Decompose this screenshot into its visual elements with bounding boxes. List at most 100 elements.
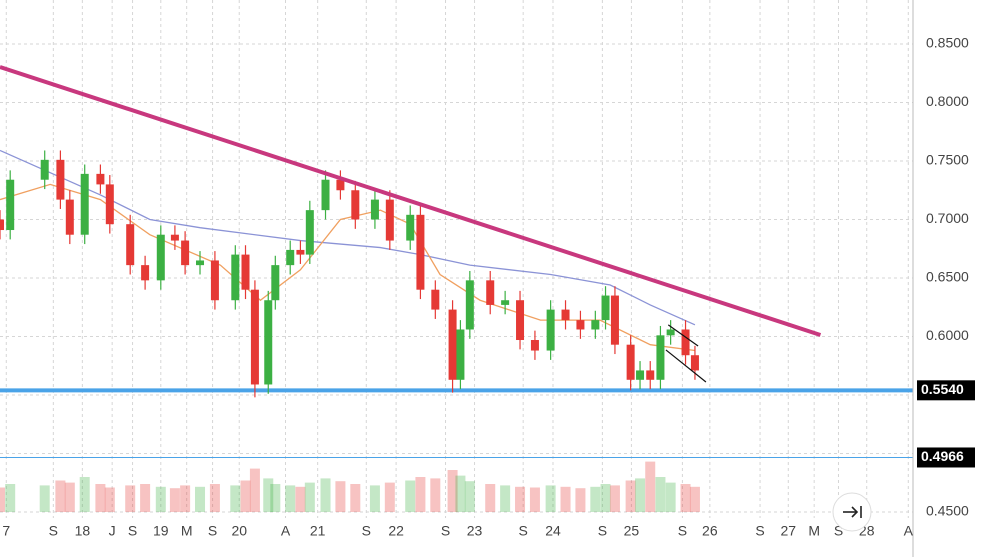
candle-body — [591, 320, 600, 330]
x-tick-label: S — [128, 523, 137, 539]
candle-body — [210, 260, 219, 301]
y-tick-label: 0.6000 — [926, 327, 969, 343]
volume-bar — [350, 484, 361, 512]
price-badge — [917, 380, 975, 401]
y-tick-label: 0.7500 — [926, 152, 969, 168]
volume-bar — [64, 482, 75, 512]
candle-body — [370, 199, 379, 220]
x-tick-label: 27 — [780, 523, 796, 539]
candle-body — [264, 300, 273, 385]
volume-bar — [0, 487, 5, 512]
x-tick-label: M — [808, 523, 820, 539]
candle-body — [465, 280, 474, 330]
candle-body — [666, 329, 675, 336]
volume-bar — [515, 486, 526, 512]
volume-bar — [270, 484, 281, 512]
candle-body — [286, 249, 295, 266]
y-tick-label: 0.8000 — [926, 93, 969, 109]
volume-bar — [5, 484, 16, 512]
volume-bar — [455, 475, 466, 512]
trend-line — [667, 324, 699, 347]
candle-body — [156, 234, 165, 281]
candle-body — [546, 309, 555, 351]
candle-body — [516, 300, 525, 341]
volume-bar — [249, 468, 260, 512]
volume-bar — [575, 488, 586, 512]
x-tick-label: J — [109, 523, 116, 539]
candle-body — [406, 214, 415, 241]
candle-body — [96, 173, 105, 185]
x-tick-label: 18 — [75, 523, 91, 539]
volume-bar — [335, 481, 346, 512]
candle-body — [530, 340, 539, 351]
candle-body — [196, 260, 205, 266]
scroll-button[interactable] — [832, 492, 872, 532]
plot — [0, 65, 913, 458]
x-tick-label: A — [281, 523, 291, 539]
candle-body — [141, 265, 150, 281]
candle-body — [170, 234, 179, 241]
volume-bar — [529, 487, 540, 512]
volume-bar — [384, 482, 395, 512]
candle-body — [126, 224, 135, 266]
candle-body — [656, 335, 665, 380]
candle-body — [296, 249, 305, 255]
volume-bar — [609, 485, 620, 512]
volume-bar — [369, 485, 380, 512]
volume-bar — [79, 477, 90, 512]
volume-bar — [680, 484, 691, 512]
x-tick-label: 7 — [2, 523, 10, 539]
x-tick-label: S — [755, 523, 764, 539]
candle-body — [636, 370, 645, 380]
volume-bar — [263, 478, 274, 512]
x-tick-label: S — [598, 523, 607, 539]
volume-bar — [545, 485, 556, 512]
y-tick-label: 0.8500 — [926, 35, 969, 51]
y-tick-label: 0.4500 — [926, 503, 969, 519]
candle-body — [241, 254, 250, 290]
volume-bar — [95, 484, 106, 512]
volume-bar — [625, 480, 636, 512]
icon — [851, 506, 859, 518]
volume-bar — [155, 486, 166, 512]
x-tick-label: 26 — [702, 523, 718, 539]
candle-body — [501, 300, 510, 305]
volume-bar — [635, 478, 646, 512]
volume-bar — [125, 485, 136, 512]
candle-body — [416, 214, 425, 290]
candle-body — [576, 320, 585, 330]
volume-bar — [500, 485, 511, 512]
axes: 0.8500 0.8000 0.7500 0.7000 0.6500 0.6000 0.55… — [2, 35, 975, 539]
moving-average — [0, 183, 696, 352]
volume-bar — [560, 486, 571, 512]
candle-body — [305, 210, 314, 255]
volume-bar — [405, 480, 416, 512]
x-tick-label: A — [904, 523, 914, 539]
volume-bar — [430, 478, 441, 512]
x-tick-label: 23 — [467, 523, 483, 539]
volume-bar — [464, 481, 475, 512]
candle-body — [601, 295, 610, 321]
volume-bar — [240, 480, 251, 512]
x-tick-label: S — [678, 523, 687, 539]
candle-body — [385, 199, 394, 241]
volume — [0, 461, 700, 512]
candle-body — [6, 179, 15, 231]
volume-bar — [485, 484, 496, 512]
x-tick-label: S — [441, 523, 450, 539]
candle-body — [80, 173, 89, 235]
volume-bar — [447, 470, 458, 512]
candle-body — [448, 309, 457, 380]
price-badge-label: 0.4966 — [921, 448, 964, 464]
price-badge — [917, 447, 975, 468]
y-tick-label: 0.6500 — [926, 269, 969, 285]
volume-bar — [285, 485, 296, 512]
candle-body — [690, 355, 699, 371]
candle-body — [610, 295, 619, 345]
candle-body — [56, 159, 65, 200]
candle-body — [486, 280, 495, 305]
volume-bar — [665, 482, 676, 512]
x-tick-label: S — [834, 523, 843, 539]
candle-body — [105, 184, 114, 225]
